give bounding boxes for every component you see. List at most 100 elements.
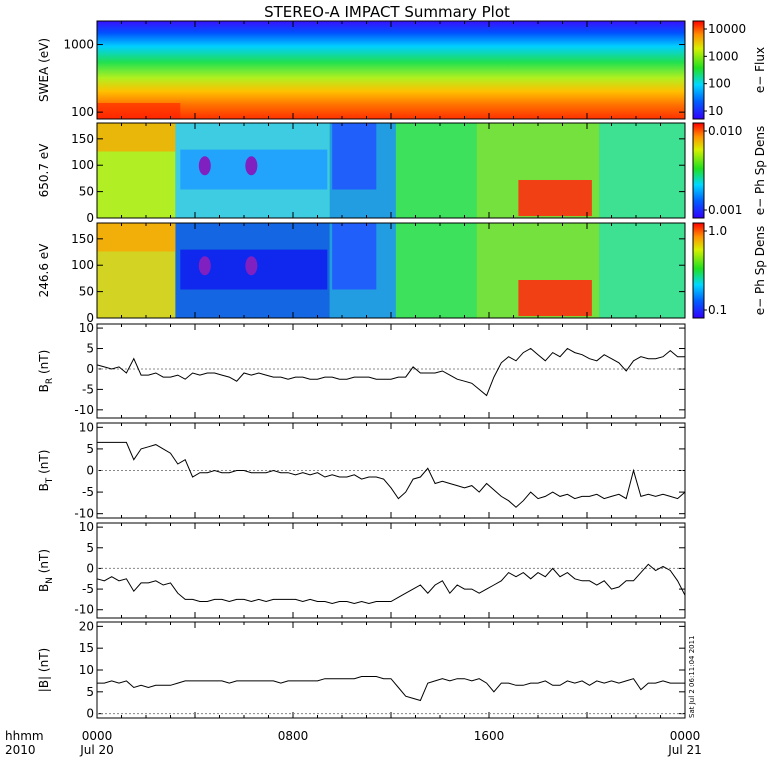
heatmap-band (599, 223, 685, 318)
y-tick-label: 5 (86, 442, 94, 456)
y-tick-label: 10 (79, 420, 94, 434)
panel-6: 20 15 10 5 0 |B| (nT) (37, 619, 686, 721)
y-axis-label: 650.7 eV (37, 143, 51, 198)
y-tick-label: 5 (86, 685, 94, 699)
y-tick-label: 0 (86, 707, 94, 721)
x-tick-label: 0800 (278, 729, 309, 743)
heatmap-band (599, 123, 685, 218)
y-axis-label-subscript: T (45, 477, 55, 484)
y-tick-label: 5 (86, 541, 94, 555)
y-tick-label: 100 (71, 158, 94, 172)
y-axis-label: BR (nT) (37, 350, 55, 393)
y-tick-label: -10 (74, 403, 94, 417)
y-tick-label: 5 (86, 342, 94, 356)
timestamp: Sat Jul 2 06:11:04 2011 (688, 635, 696, 718)
swea-spectrogram (97, 21, 685, 119)
pitch-panel (97, 123, 685, 218)
panel-5: 10 5 0 -5 -10 BN (nT) (37, 520, 686, 619)
panel-2: 150 100 50 0 246.6 eV 1.0 0.1 e− Ph Sp Dens (37, 222, 767, 325)
y-tick-label: 20 (79, 619, 94, 633)
data-series-line (96, 347, 685, 397)
panel-frame (96, 323, 686, 419)
x-tick-label: 0000 (82, 729, 113, 743)
colorbar (692, 222, 705, 319)
colorbar-tick-label: 10 (708, 104, 723, 118)
y-tick-label: 10 (79, 520, 94, 534)
heatmap-enhancement (518, 180, 592, 217)
y-tick-label: -10 (74, 603, 94, 617)
panel-4: 10 5 0 -5 -10 BT (nT) (37, 420, 686, 521)
y-tick-label: 50 (79, 185, 94, 199)
y-tick-label: 0 (86, 362, 94, 376)
data-series-line (96, 563, 686, 605)
heatmap-minimum (245, 256, 258, 276)
colorbar-label: e− Flux (753, 47, 767, 93)
colorbar-tick-label: 1.0 (708, 224, 727, 238)
swea-low-energy-peak (97, 103, 181, 119)
y-tick-label: 0 (86, 561, 94, 575)
y-tick-label: 1000 (63, 38, 94, 52)
heatmap-top-warm (97, 123, 176, 152)
x-axis-label-line1: hhmm (5, 729, 44, 743)
colorbar-tick-label: 10000 (708, 22, 746, 36)
colorbar (692, 20, 705, 120)
y-axis-label: BN (nT) (37, 549, 55, 592)
y-tick-label: 0 (86, 211, 94, 225)
data-series-line (97, 676, 685, 702)
y-axis-label: SWEA (eV) (37, 38, 51, 102)
panel-frame (96, 621, 686, 719)
y-tick-label: -5 (82, 382, 94, 396)
y-tick-label: 0 (86, 311, 94, 325)
pitch-panel (97, 223, 685, 318)
y-tick-label: 50 (79, 285, 94, 299)
colorbar-tick-label: 0.001 (708, 203, 742, 217)
colorbar-tick-label: 1000 (708, 49, 739, 63)
x-tick-date-label: Jul 20 (79, 743, 114, 757)
y-tick-label: -5 (82, 485, 94, 499)
y-tick-label: -10 (74, 507, 94, 521)
y-tick-label: 150 (71, 232, 94, 246)
heatmap-column (332, 123, 377, 190)
colorbar-tick-label: 0.010 (708, 124, 742, 138)
heatmap-enhancement (518, 280, 592, 317)
colorbar-tick-label: 0.1 (708, 303, 727, 317)
y-axis-label-unit: (nT) (37, 549, 51, 577)
y-tick-label: 150 (71, 132, 94, 146)
y-axis-label: BT (nT) (37, 450, 55, 492)
y-axis-label: 246.6 eV (37, 243, 51, 298)
y-axis-label-unit: (nT) (37, 350, 51, 378)
heatmap-minimum (198, 156, 211, 176)
x-tick-label: 1600 (474, 729, 505, 743)
y-tick-label: -5 (82, 582, 94, 596)
y-axis-label-subscript: R (45, 378, 55, 384)
y-tick-label: 100 (71, 258, 94, 272)
colorbar-tick-label: 100 (708, 77, 731, 91)
x-axis-label-line2: 2010 (5, 743, 36, 757)
panel-3: 10 5 0 -5 -10 BR (nT) (37, 321, 686, 419)
colorbar-label: e− Ph Sp Dens (753, 226, 767, 315)
y-tick-label: 15 (79, 641, 94, 655)
x-tick-label: 0000 (670, 729, 701, 743)
swea-panel (97, 21, 685, 119)
plot-title: STEREO-A IMPACT Summary Plot (264, 3, 510, 21)
y-tick-label: 10 (79, 663, 94, 677)
colorbar (692, 122, 705, 219)
colorbar-label: e− Ph Sp Dens (753, 126, 767, 215)
y-tick-label: 100 (71, 105, 94, 119)
panel-0: 1000 100 SWEA (eV) 10000 1000 100 10 e− Flux (37, 20, 767, 120)
y-axis-label: |B| (nT) (37, 648, 51, 692)
y-axis-label-unit: (nT) (37, 450, 51, 478)
heatmap-column (332, 223, 377, 290)
y-axis-label-subscript: N (45, 577, 55, 584)
heatmap-band (395, 223, 477, 318)
panel-frame (96, 522, 686, 619)
y-tick-label: 10 (79, 321, 94, 335)
y-tick-label: 0 (86, 464, 94, 478)
data-series-line (97, 441, 686, 508)
heatmap-minimum (245, 156, 258, 176)
x-tick-date-label: Jul 21 (667, 743, 702, 757)
panel-1: 150 100 50 0 650.7 eV 0.010 0.001 e− Ph Sp Dens (37, 122, 767, 225)
